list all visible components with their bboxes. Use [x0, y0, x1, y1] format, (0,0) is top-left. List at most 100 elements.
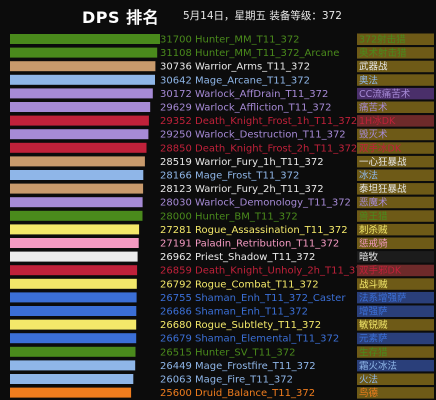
bar [10, 88, 153, 99]
bar [10, 142, 147, 153]
class-label-box [357, 183, 434, 195]
class-label-box [357, 142, 434, 154]
class-label: 奥术射击猎 [359, 47, 407, 59]
bar-value-label: 29250 Warlock_Destruction_T11_372 [160, 130, 346, 141]
class-label-box [357, 359, 434, 372]
class-label-box [357, 332, 434, 345]
bar [10, 306, 137, 316]
class-label: 奥法 [359, 74, 378, 86]
class-label-box [357, 319, 434, 331]
class-label: 元素萨 [359, 333, 388, 345]
bar-value-label: 28166 Mage_Frost_T11_372 [160, 171, 299, 182]
bar-value-label: 26755 Shaman_Enh_T11_372_Caster [160, 293, 346, 304]
chart-header: DPS 排名 5月14日，星期五 装备等级：372 [0, 0, 436, 30]
class-label-box [357, 128, 434, 141]
bar [10, 102, 151, 112]
bar-value-label: 26792 Rogue_Combat_T11_372 [160, 279, 319, 290]
class-label: 鸟德 [359, 387, 379, 399]
class-label-box [357, 47, 434, 59]
class-label: 1H冰DK [359, 115, 396, 127]
class-label-box [357, 155, 434, 168]
bar-value-label: 26859 Death_Knight_Unholy_2h_T11_372 [160, 266, 368, 277]
class-label-box [357, 33, 434, 45]
class-label: 泰坦狂暴战 [359, 183, 407, 195]
class-label: 双手邪DK [359, 265, 402, 277]
bar [10, 183, 144, 194]
class-label: 武器战 [359, 61, 388, 73]
class-label: 恶魔术 [359, 197, 388, 209]
bar-value-label: 26063 Mage_Fire_T11_372 [160, 375, 293, 386]
class-label-box [357, 115, 434, 127]
bar-value-label: 25600 Druid_Balance_T11_372 [160, 388, 315, 399]
class-label: CC流痛苦术 [359, 88, 411, 100]
class-label-box [357, 74, 434, 86]
bar-value-label: 28030 Warlock_Demonology_T11_372 [160, 198, 351, 209]
bar-value-label: 30736 Warrior_Arms_T11_372 [160, 62, 310, 73]
class-label: 372射击猎 [359, 34, 406, 46]
bar [10, 129, 149, 140]
class-label: 霜火冰法 [359, 360, 397, 372]
class-label: 刺杀贼 [359, 224, 388, 236]
bar [10, 387, 132, 398]
class-label: 毁灭术 [359, 129, 388, 141]
bar-value-label: 27191 Paladin_Retribution_T11_372 [160, 239, 339, 250]
class-label-box [357, 237, 434, 249]
bar-value-label: 28123 Warrior_Fury_2h_T11_372 [160, 184, 324, 195]
bar [10, 278, 137, 289]
bar [10, 34, 160, 44]
bar [10, 238, 139, 248]
class-label-box [357, 305, 434, 317]
bar [10, 265, 138, 276]
class-label-box [357, 291, 434, 304]
class-label: 火法 [359, 374, 378, 386]
bar [10, 333, 137, 344]
class-label: 痛苦术 [359, 102, 388, 114]
bar [10, 360, 136, 371]
bar-value-label: 26679 Shaman_Elemental_T11_372 [160, 334, 339, 345]
class-label-box [357, 87, 434, 100]
class-label: 一心狂暴战 [359, 157, 407, 168]
bar [10, 224, 140, 235]
class-label-box [357, 264, 434, 277]
class-label-box [357, 346, 434, 358]
bar [10, 170, 144, 180]
bar [10, 292, 137, 303]
class-label-box [357, 169, 434, 181]
bar-value-label: 26449 Mage_Frostfire_T11_372 [160, 361, 316, 372]
bar-value-label: 31700 Hunter_MM_T11_372 [160, 35, 300, 46]
class-label-box [357, 60, 434, 73]
bar [10, 115, 149, 126]
class-label: 暗牧 [359, 251, 379, 263]
chart-title: DPS 排名 [82, 8, 160, 27]
class-label: 法系增强萨 [359, 292, 407, 304]
class-label: 兽王猎 [359, 210, 388, 222]
class-label: 双手冰DK [359, 142, 402, 154]
class-label: 战斗贼 [359, 278, 388, 290]
bar-value-label: 29629 Warlock_Affliction_T11_372 [160, 103, 332, 114]
class-label-box [357, 101, 434, 113]
bar-value-label: 28519 Warrior_Fury_1h_T11_372 [160, 157, 324, 168]
class-label-box [357, 387, 434, 399]
bar [10, 210, 143, 221]
bar [10, 197, 143, 208]
bar-value-label: 26515 Hunter_SV_T11_372 [160, 347, 295, 358]
chart-subtitle: 5月14日，星期五 装备等级：372 [183, 10, 342, 22]
class-label: 敏锐贼 [359, 319, 388, 331]
bar-value-label: 28000 Hunter_BM_T11_372 [160, 211, 298, 222]
bar [10, 346, 136, 357]
bar-value-label: 26686 Shaman_Enh_T11_372 [160, 307, 308, 318]
bar [10, 156, 145, 167]
class-label: 冰法 [359, 170, 378, 182]
bar-value-label: 29352 Death_Knight_Frost_1h_T11_372 [160, 116, 357, 127]
bar [10, 47, 158, 58]
bar-value-label: 27281 Rogue_Assassination_T11_372 [160, 225, 348, 236]
class-label: 惩戒骑 [359, 238, 388, 250]
bar [10, 74, 155, 85]
bar [10, 374, 134, 384]
bar-value-label: 31108 Hunter_MM_T11_372_Arcane [160, 48, 339, 59]
bar-value-label: 30172 Warlock_AffDrain_T11_372 [160, 89, 328, 100]
class-label-box [357, 196, 434, 209]
class-label: 生存猎 [359, 346, 388, 358]
